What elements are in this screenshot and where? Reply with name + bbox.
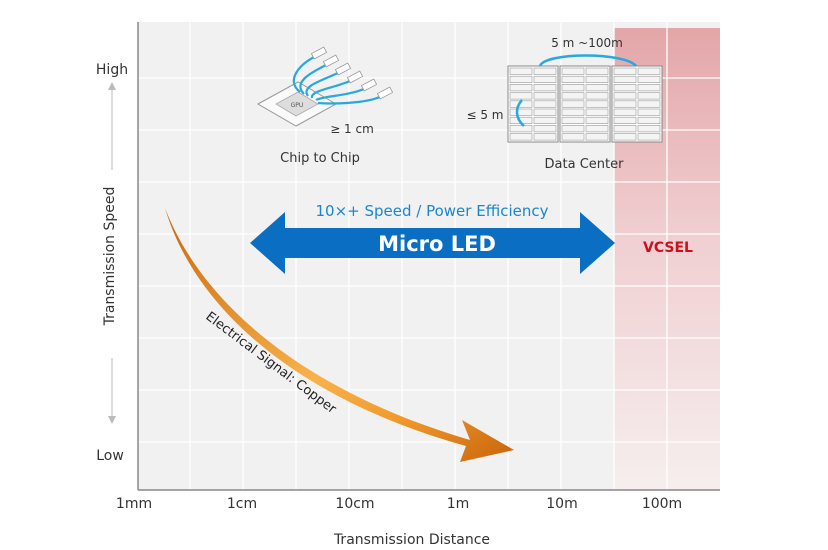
server-slot — [613, 108, 637, 116]
svg-text:GPU: GPU — [291, 102, 304, 109]
server-slot — [613, 92, 637, 100]
server-slot — [585, 84, 609, 92]
rack-distance-label: ≤ 5 m — [466, 108, 503, 122]
server-slot — [561, 108, 585, 116]
server-slot — [561, 125, 585, 133]
server-slot — [561, 133, 585, 141]
server-slot — [637, 75, 661, 83]
server-slot — [533, 125, 557, 133]
server-slot — [509, 67, 533, 75]
x-tick-label: 1cm — [227, 496, 257, 512]
server-slot — [509, 92, 533, 100]
x-tick-label: 10m — [546, 496, 577, 512]
server-slot — [533, 108, 557, 116]
x-axis-title: Transmission Distance — [333, 532, 490, 548]
chip-distance-label: ≥ 1 cm — [330, 122, 374, 136]
y-axis-title: Transmission Speed — [102, 187, 118, 327]
server-slot — [533, 75, 557, 83]
server-slot — [509, 133, 533, 141]
server-slot — [533, 100, 557, 108]
server-slot — [561, 75, 585, 83]
server-slot — [509, 108, 533, 116]
copper-curve-arrow — [165, 208, 514, 462]
server-slot — [509, 84, 533, 92]
server-slot — [533, 92, 557, 100]
server-slot — [509, 75, 533, 83]
server-slot — [585, 92, 609, 100]
server-slot — [561, 92, 585, 100]
x-tick-label: 100m — [642, 496, 682, 512]
up-arrow-head-icon — [108, 82, 116, 90]
server-slot — [585, 116, 609, 124]
server-slot — [637, 100, 661, 108]
data-center-label: Data Center — [545, 157, 625, 172]
server-slot — [585, 133, 609, 141]
y-low-label: Low — [96, 448, 124, 464]
server-slot — [585, 100, 609, 108]
server-slot — [637, 116, 661, 124]
server-slot — [561, 100, 585, 108]
server-slot — [613, 133, 637, 141]
server-slot — [613, 75, 637, 83]
x-tick-label: 1mm — [116, 496, 152, 512]
server-slot — [533, 84, 557, 92]
server-slot — [637, 125, 661, 133]
server-slot — [637, 108, 661, 116]
server-slot — [613, 125, 637, 133]
server-slot — [509, 125, 533, 133]
server-slot — [533, 67, 557, 75]
span-cable-icon — [538, 54, 637, 67]
chip-to-chip-label: Chip to Chip — [280, 151, 360, 166]
server-slot — [585, 75, 609, 83]
server-slot — [533, 133, 557, 141]
server-slot — [561, 67, 585, 75]
server-slot — [613, 100, 637, 108]
server-slot — [613, 84, 637, 92]
micro-led-title: Micro LED — [378, 232, 496, 256]
y-high-label: High — [96, 62, 128, 78]
rack-cable-icon — [515, 99, 525, 127]
server-rack-icon — [507, 65, 663, 143]
server-slot — [561, 116, 585, 124]
server-slot — [637, 133, 661, 141]
server-slot — [585, 108, 609, 116]
server-slot — [585, 67, 609, 75]
server-slot — [637, 84, 661, 92]
vcsel-label: VCSEL — [643, 240, 693, 256]
server-slot — [613, 67, 637, 75]
server-slot — [637, 67, 661, 75]
server-slot — [613, 116, 637, 124]
span-distance-label: 5 m ~100m — [551, 36, 623, 50]
server-slot — [585, 125, 609, 133]
server-slot — [561, 84, 585, 92]
down-arrow-head-icon — [108, 416, 116, 424]
chip-to-chip-illustration: GPU — [256, 46, 394, 127]
x-tick-label: 1m — [447, 496, 470, 512]
x-tick-label: 10cm — [335, 496, 374, 512]
server-slot — [637, 92, 661, 100]
server-slot — [533, 116, 557, 124]
micro-led-subtitle: 10×+ Speed / Power Efficiency — [316, 202, 549, 220]
micro-led-double-arrow — [250, 212, 615, 274]
